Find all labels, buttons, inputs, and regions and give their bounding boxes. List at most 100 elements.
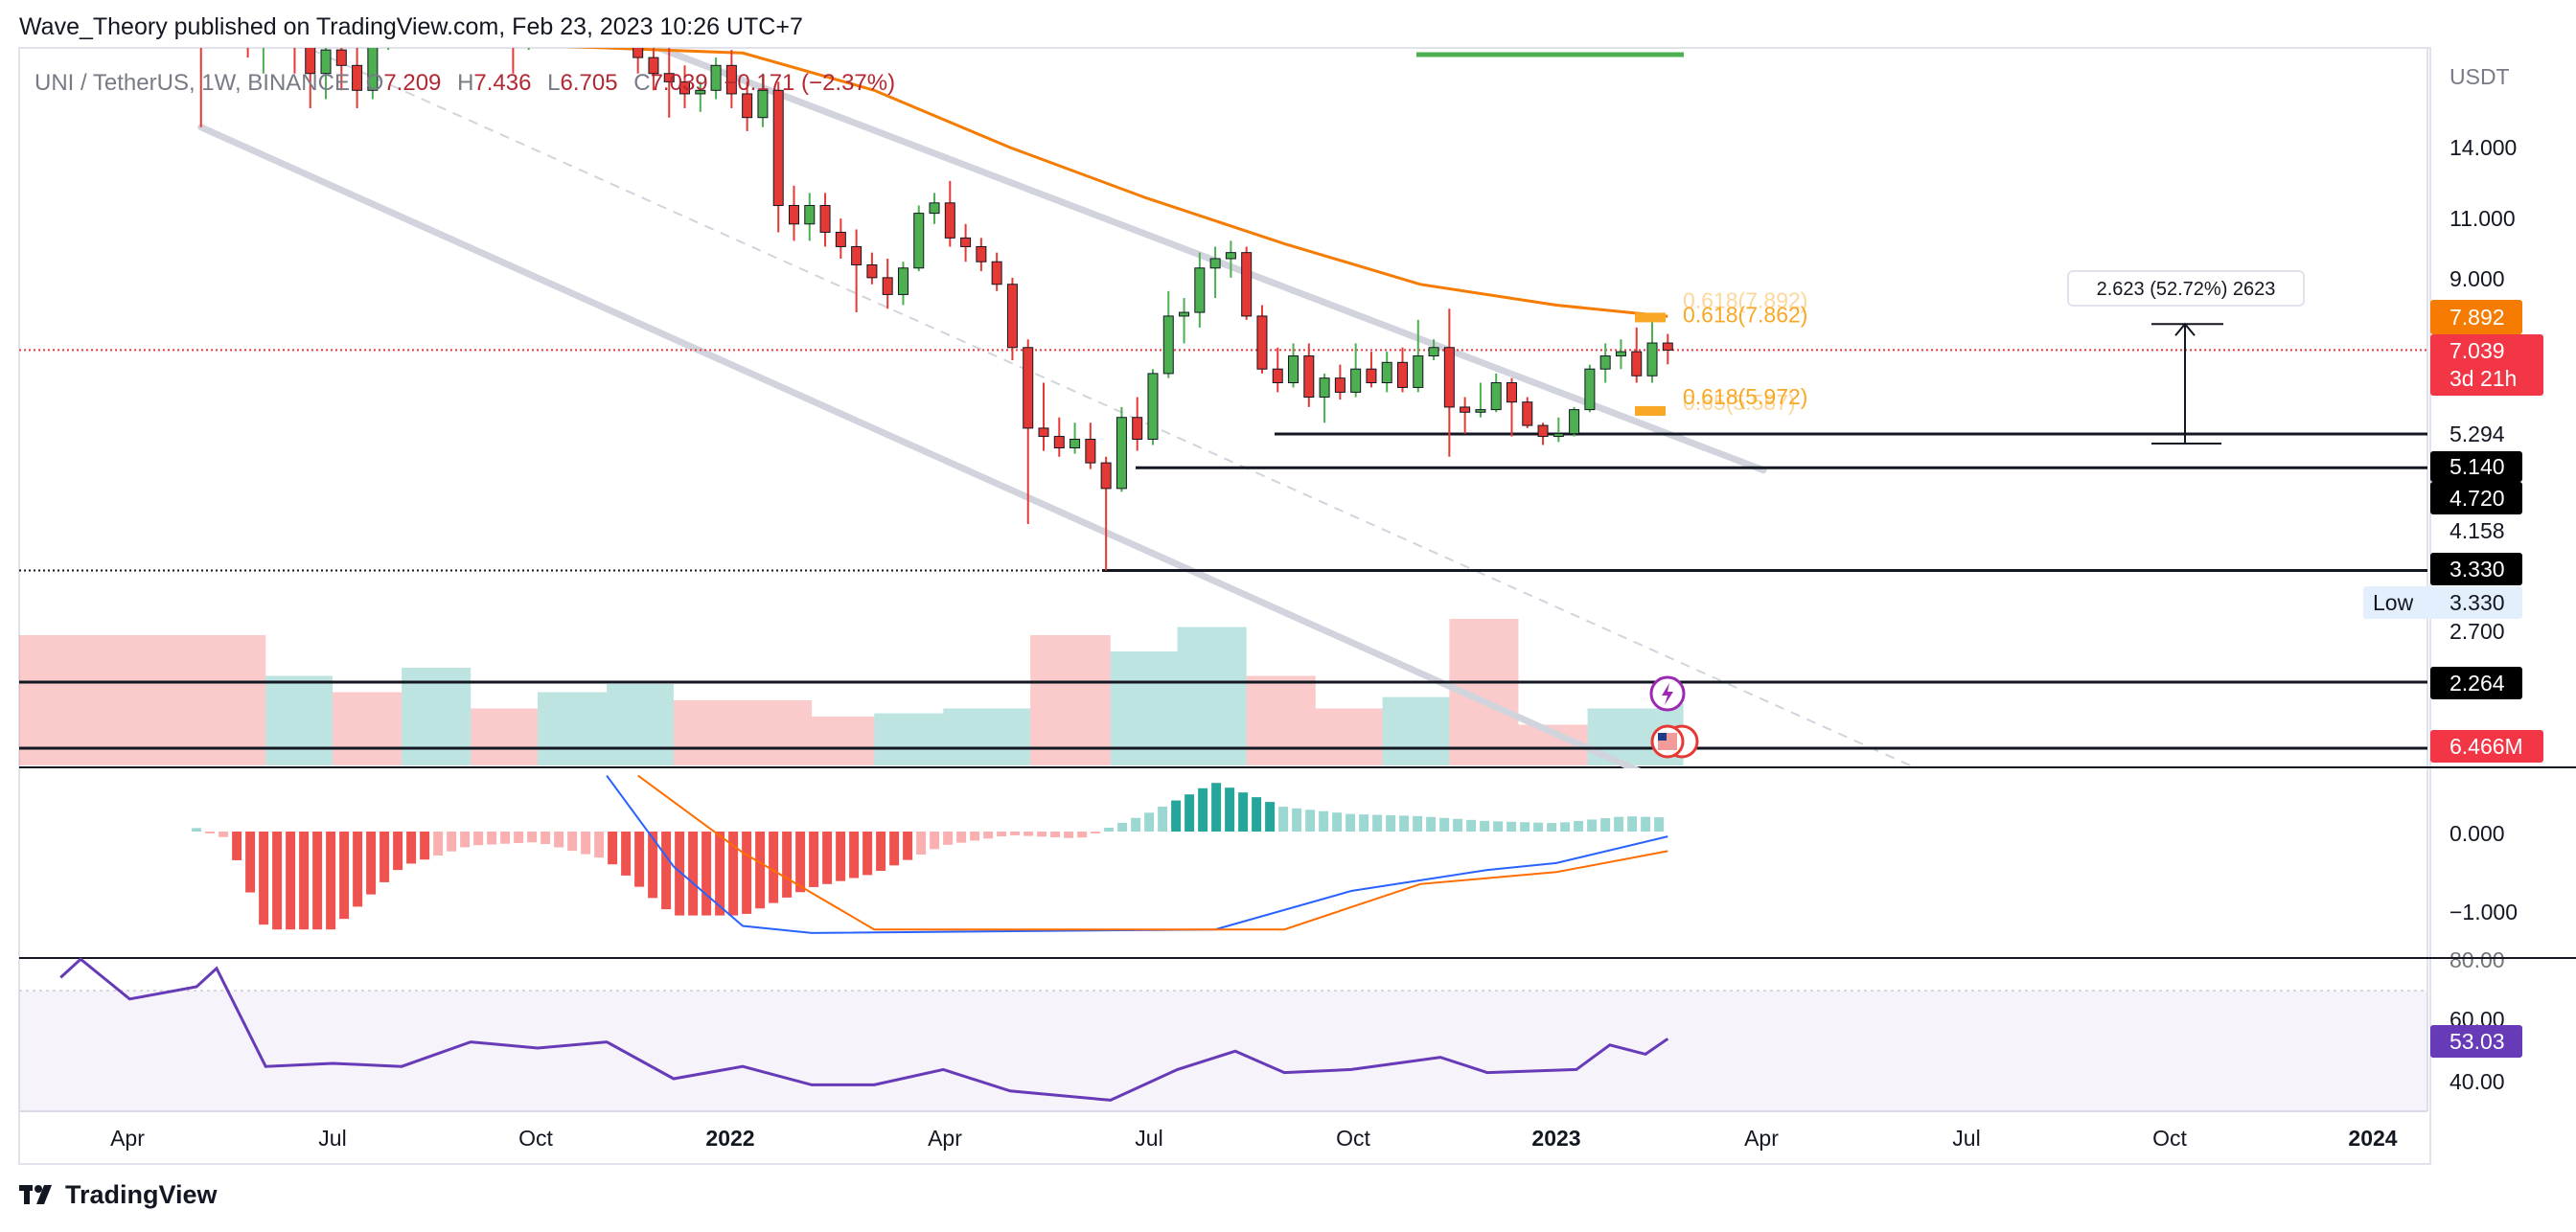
macd-histogram-bar <box>339 832 350 920</box>
level-badge <box>2430 451 2522 482</box>
candle-body <box>367 48 379 91</box>
candle-body <box>289 14 299 28</box>
macd-histogram-bar <box>862 832 873 876</box>
time-label: Oct <box>2152 1126 2187 1151</box>
candle-body <box>320 49 332 75</box>
candle-body <box>1443 347 1455 408</box>
volume-bar <box>607 684 674 765</box>
candle-body <box>757 89 769 119</box>
macd-histogram-bar <box>366 832 377 895</box>
macd-histogram-bar <box>1547 823 1557 832</box>
macd-histogram-bar <box>1198 787 1208 832</box>
footer-brand[interactable]: TradingView <box>19 1180 218 1210</box>
macd-histogram-bar <box>1238 792 1249 832</box>
macd-histogram-bar <box>1614 816 1624 832</box>
candle-body <box>227 0 237 14</box>
candle-body <box>819 204 831 233</box>
candle-body <box>866 263 878 279</box>
candle-body <box>944 202 955 239</box>
volume-bar <box>1587 708 1657 765</box>
candle-body <box>274 0 284 14</box>
macd-histogram-bar <box>1010 832 1021 835</box>
time-label: Jul <box>1952 1126 1980 1151</box>
macd-histogram-bar <box>567 832 578 852</box>
macd-histogram-bar <box>433 832 444 856</box>
candle-body <box>1584 368 1596 411</box>
candle-body <box>1631 351 1643 376</box>
macd-histogram-bar <box>889 832 900 866</box>
macd-histogram-bar <box>1064 832 1074 838</box>
rsi-badge-text: 53.03 <box>2450 1029 2505 1054</box>
candlesticks <box>199 0 1673 571</box>
macd-histogram-bar <box>769 832 779 903</box>
macd-histogram-bar <box>1466 819 1477 832</box>
macd-histogram-bar <box>755 832 766 909</box>
candle-body <box>1256 315 1268 370</box>
candle-body <box>725 64 737 95</box>
volume-bar <box>673 700 743 765</box>
price-axis-unit: USDT <box>2450 64 2510 89</box>
horizontal-levels <box>19 349 2427 750</box>
candle-body <box>1209 258 1221 269</box>
rsi-band <box>19 991 2427 1112</box>
measure-box <box>2067 270 2305 307</box>
candle-body <box>1350 368 1362 393</box>
candle-body <box>524 8 534 35</box>
candle-body <box>1413 355 1424 388</box>
candle-body <box>695 89 706 95</box>
price-tick: 5.294 <box>2450 422 2505 446</box>
volume-badge-text: 6.466M <box>2450 734 2523 759</box>
candle-body <box>352 64 363 91</box>
candle-body <box>788 204 799 225</box>
macd-pane <box>192 774 1668 934</box>
level-badge <box>2430 553 2522 585</box>
candle-body <box>1225 252 1236 260</box>
macd-tick: 0.000 <box>2450 821 2505 846</box>
volume-bar <box>265 675 333 765</box>
candle-body <box>663 73 675 82</box>
macd-histogram-bar <box>1533 822 1544 832</box>
price-tick: 4.158 <box>2450 518 2505 543</box>
candle-body <box>259 0 268 42</box>
macd-histogram-bar <box>1171 800 1182 832</box>
candle-body <box>1303 355 1315 399</box>
volume-bar <box>1315 708 1383 765</box>
candle-body <box>1490 382 1502 411</box>
candle-body <box>851 245 862 265</box>
time-label: Oct <box>518 1126 553 1151</box>
macd-histogram-bar <box>1265 802 1276 832</box>
macd-histogram-bar <box>1077 832 1088 838</box>
candle-body <box>1615 351 1626 357</box>
candle-body <box>1662 342 1673 351</box>
candle-body <box>1537 424 1549 438</box>
candle-body <box>1319 377 1330 399</box>
macd-histogram-bar <box>1319 810 1329 832</box>
macd-histogram-bar <box>1413 815 1423 832</box>
candle-body <box>305 48 316 75</box>
candle-body <box>1646 342 1658 376</box>
candle-body <box>1397 361 1409 388</box>
level-badge-text: 4.720 <box>2450 486 2505 511</box>
candle-body <box>648 57 659 75</box>
macd-histogram-bar <box>1117 822 1128 832</box>
macd-histogram-bar <box>1641 816 1651 832</box>
macd-histogram-bar <box>970 832 980 841</box>
macd-histogram-bar <box>1372 814 1383 832</box>
candle-body <box>632 48 644 58</box>
macd-histogram-bar <box>420 832 430 860</box>
macd-histogram-bar <box>500 832 511 844</box>
macd-histogram-bar <box>353 832 363 907</box>
fib-label-ghost: 0.65(5.587) <box>1683 390 1796 415</box>
macd-histogram-bar <box>1399 815 1410 832</box>
candle-body <box>679 80 691 95</box>
macd-histogram-bar <box>1560 822 1571 832</box>
low-badge-label: Low <box>2373 590 2414 615</box>
macd-tick: −1.000 <box>2450 900 2518 924</box>
candle-body <box>1100 462 1112 490</box>
footer-brand-text: TradingView <box>65 1180 218 1209</box>
macd-histogram-bar <box>943 832 954 845</box>
macd-histogram-bar <box>1305 810 1316 832</box>
candle-body <box>1288 355 1300 384</box>
macd-histogram-bar <box>849 832 860 878</box>
